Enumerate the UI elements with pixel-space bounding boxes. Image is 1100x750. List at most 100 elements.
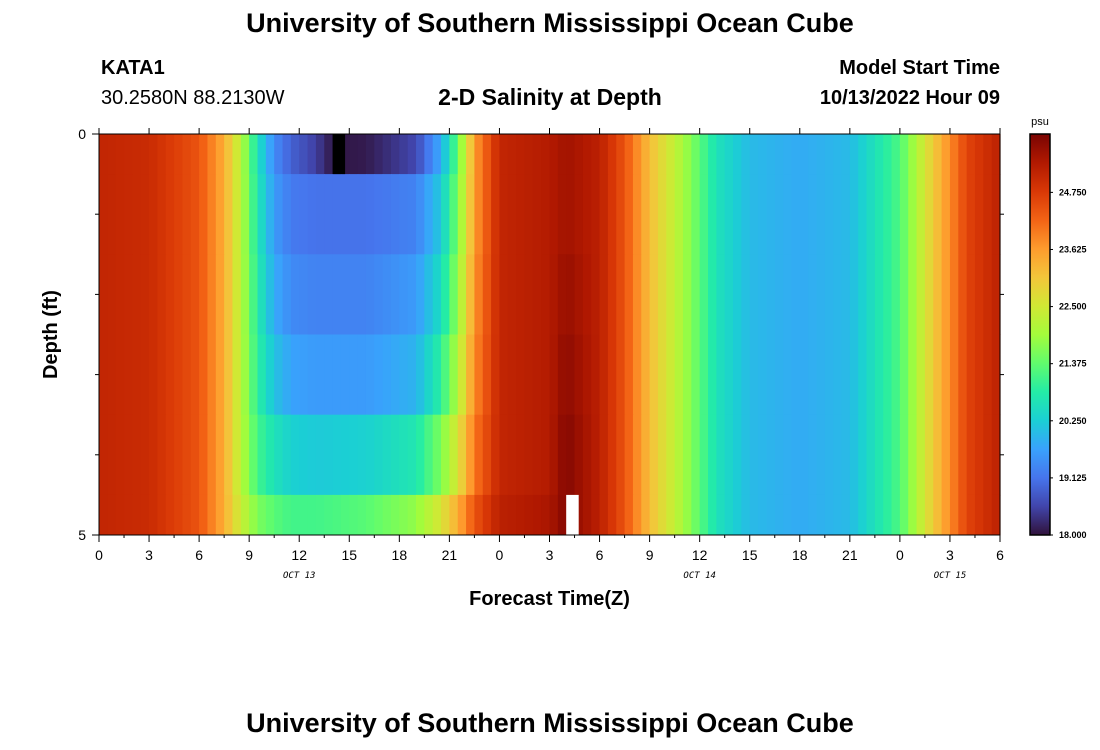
heat-cell [557, 334, 567, 416]
heat-cell [207, 494, 217, 536]
heat-cell [649, 334, 659, 416]
heat-cell [883, 174, 893, 255]
heat-cell [457, 134, 467, 175]
heat-cell [649, 494, 659, 536]
heat-cell [899, 254, 909, 335]
heat-cell [741, 334, 751, 416]
heat-cell [958, 254, 968, 335]
heat-cell [974, 174, 984, 255]
heat-cell [182, 254, 192, 335]
heat-cell [257, 254, 267, 335]
heat-cell [607, 334, 617, 416]
heat-cell [766, 414, 776, 496]
heat-cell [833, 254, 843, 335]
heat-cell [616, 174, 626, 255]
heat-cell [983, 334, 993, 416]
heat-cell [858, 174, 868, 255]
heat-cell [157, 414, 167, 496]
heat-cell [107, 254, 117, 335]
heat-cell [741, 414, 751, 496]
heat-cell [390, 134, 400, 175]
heat-cell [924, 494, 934, 536]
heat-cell [966, 334, 976, 416]
heat-cell [374, 254, 384, 335]
heat-cell [824, 134, 834, 175]
heat-cell [682, 174, 692, 255]
heat-cell [124, 494, 133, 536]
heat-cell [916, 174, 926, 255]
heat-cell [441, 334, 450, 416]
heat-cell [524, 334, 534, 416]
heat-cell [374, 494, 384, 536]
heat-cell [808, 254, 818, 335]
heat-cell [724, 134, 734, 175]
heat-cell [432, 134, 442, 175]
heat-cell [574, 254, 584, 335]
heat-cell [257, 414, 267, 496]
heat-cell [941, 254, 951, 335]
heat-cell [733, 134, 742, 175]
heat-cell [349, 254, 359, 335]
heat-cell [424, 174, 434, 255]
heat-cell [574, 134, 584, 175]
heat-cell [190, 414, 200, 496]
heat-cell [808, 174, 818, 255]
extreme-markers [332, 134, 579, 535]
heat-cell [432, 494, 442, 536]
x-tick-label: 15 [742, 547, 758, 563]
heat-cell [115, 414, 125, 496]
heat-cell [924, 254, 934, 335]
heat-cell [766, 494, 776, 536]
heat-cell [591, 254, 601, 335]
heat-cell [466, 414, 476, 496]
heat-cell [207, 254, 217, 335]
heat-cell [566, 334, 576, 416]
heat-cell [941, 414, 951, 496]
heat-cell [783, 174, 793, 255]
heat-cell [741, 134, 751, 175]
heat-cell [474, 334, 484, 416]
heat-cell [983, 134, 993, 175]
heat-cell [224, 174, 234, 255]
heat-cell [541, 414, 551, 496]
heat-cell [816, 134, 826, 175]
heat-cell [741, 174, 751, 255]
heat-cell [883, 134, 893, 175]
heat-cell [215, 494, 225, 536]
heat-cell [524, 414, 534, 496]
heat-cell [824, 254, 834, 335]
heat-cell [165, 134, 175, 175]
heat-cell [441, 134, 450, 175]
x-tick-label: 9 [245, 547, 253, 563]
model-start-value: 10/13/2022 Hour 09 [819, 87, 1000, 109]
heat-cell [774, 494, 784, 536]
heat-cell [324, 494, 334, 536]
heat-cell [357, 254, 367, 335]
heat-cell [99, 334, 108, 416]
heat-cell [449, 494, 459, 536]
heat-cell [883, 334, 893, 416]
heat-cell [124, 414, 133, 496]
heat-cell [733, 254, 742, 335]
heat-cell [466, 334, 476, 416]
heat-cell [891, 134, 901, 175]
heat-cell [858, 334, 868, 416]
heat-cell [140, 494, 150, 536]
heat-cell [240, 414, 250, 496]
heat-cell [591, 494, 601, 536]
heat-cell [916, 254, 926, 335]
heat-cell [741, 254, 751, 335]
heat-cell [232, 134, 242, 175]
heat-cell [499, 134, 509, 175]
heat-cell [899, 334, 909, 416]
heat-cell [474, 414, 484, 496]
heat-cell [182, 134, 192, 175]
heat-cell [883, 494, 893, 536]
heat-cell [874, 414, 884, 496]
colorbar-tick-label: 19.125 [1059, 473, 1087, 483]
x-tick-label: 0 [95, 547, 103, 563]
heat-cell [382, 494, 392, 536]
heat-cell [524, 174, 534, 255]
heat-cell [549, 414, 559, 496]
heat-cell [933, 254, 943, 335]
